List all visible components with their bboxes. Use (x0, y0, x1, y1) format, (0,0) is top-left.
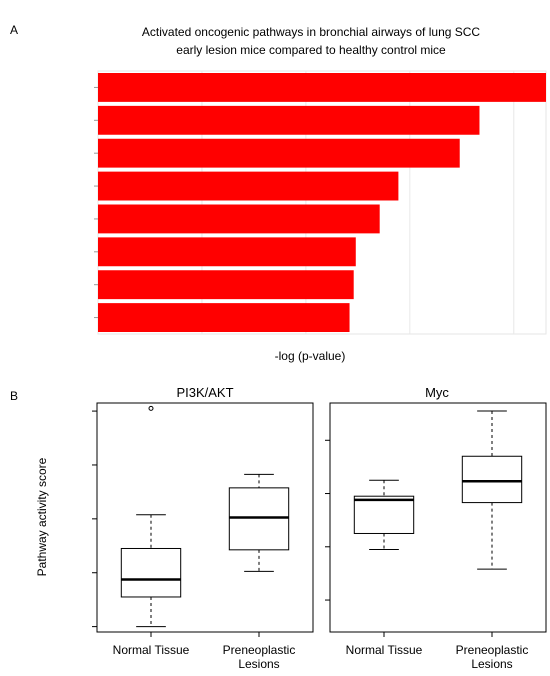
chart-a-title-line1: Activated oncogenic pathways in bronchia… (142, 25, 481, 39)
box (120, 547, 182, 598)
boxplot-2-title: Myc (425, 385, 449, 400)
boxplot-1-y-axis-label: Pathway activity score (35, 457, 49, 576)
bar-chart (94, 70, 547, 335)
bar (98, 171, 399, 201)
category-label: Preneoplastic (223, 643, 296, 657)
chart-a-title-line2: early lesion mice compared to healthy co… (176, 43, 446, 57)
box (228, 487, 290, 551)
category-label: Preneoplastic (456, 643, 529, 657)
bar (98, 303, 350, 332)
bar (98, 73, 546, 102)
category-label: Normal Tissue (113, 643, 190, 657)
bar (98, 204, 380, 234)
panel-a-label: A (10, 23, 18, 37)
category-label: Lesions (238, 657, 279, 671)
plot-frame (96, 402, 314, 633)
bar (98, 237, 356, 267)
panel-b-label: B (10, 389, 18, 403)
category-label: Normal Tissue (346, 643, 423, 657)
boxplot-1-title: PI3K/AKT (176, 385, 233, 400)
bar (98, 270, 354, 300)
chart-a-x-axis-label: -log (p-value) (275, 349, 346, 363)
box (461, 455, 523, 504)
plot-frame (329, 402, 547, 633)
bar (98, 138, 460, 168)
bar (98, 105, 480, 135)
box (353, 495, 415, 534)
category-label: Lesions (471, 657, 512, 671)
outlier-point (148, 405, 154, 411)
